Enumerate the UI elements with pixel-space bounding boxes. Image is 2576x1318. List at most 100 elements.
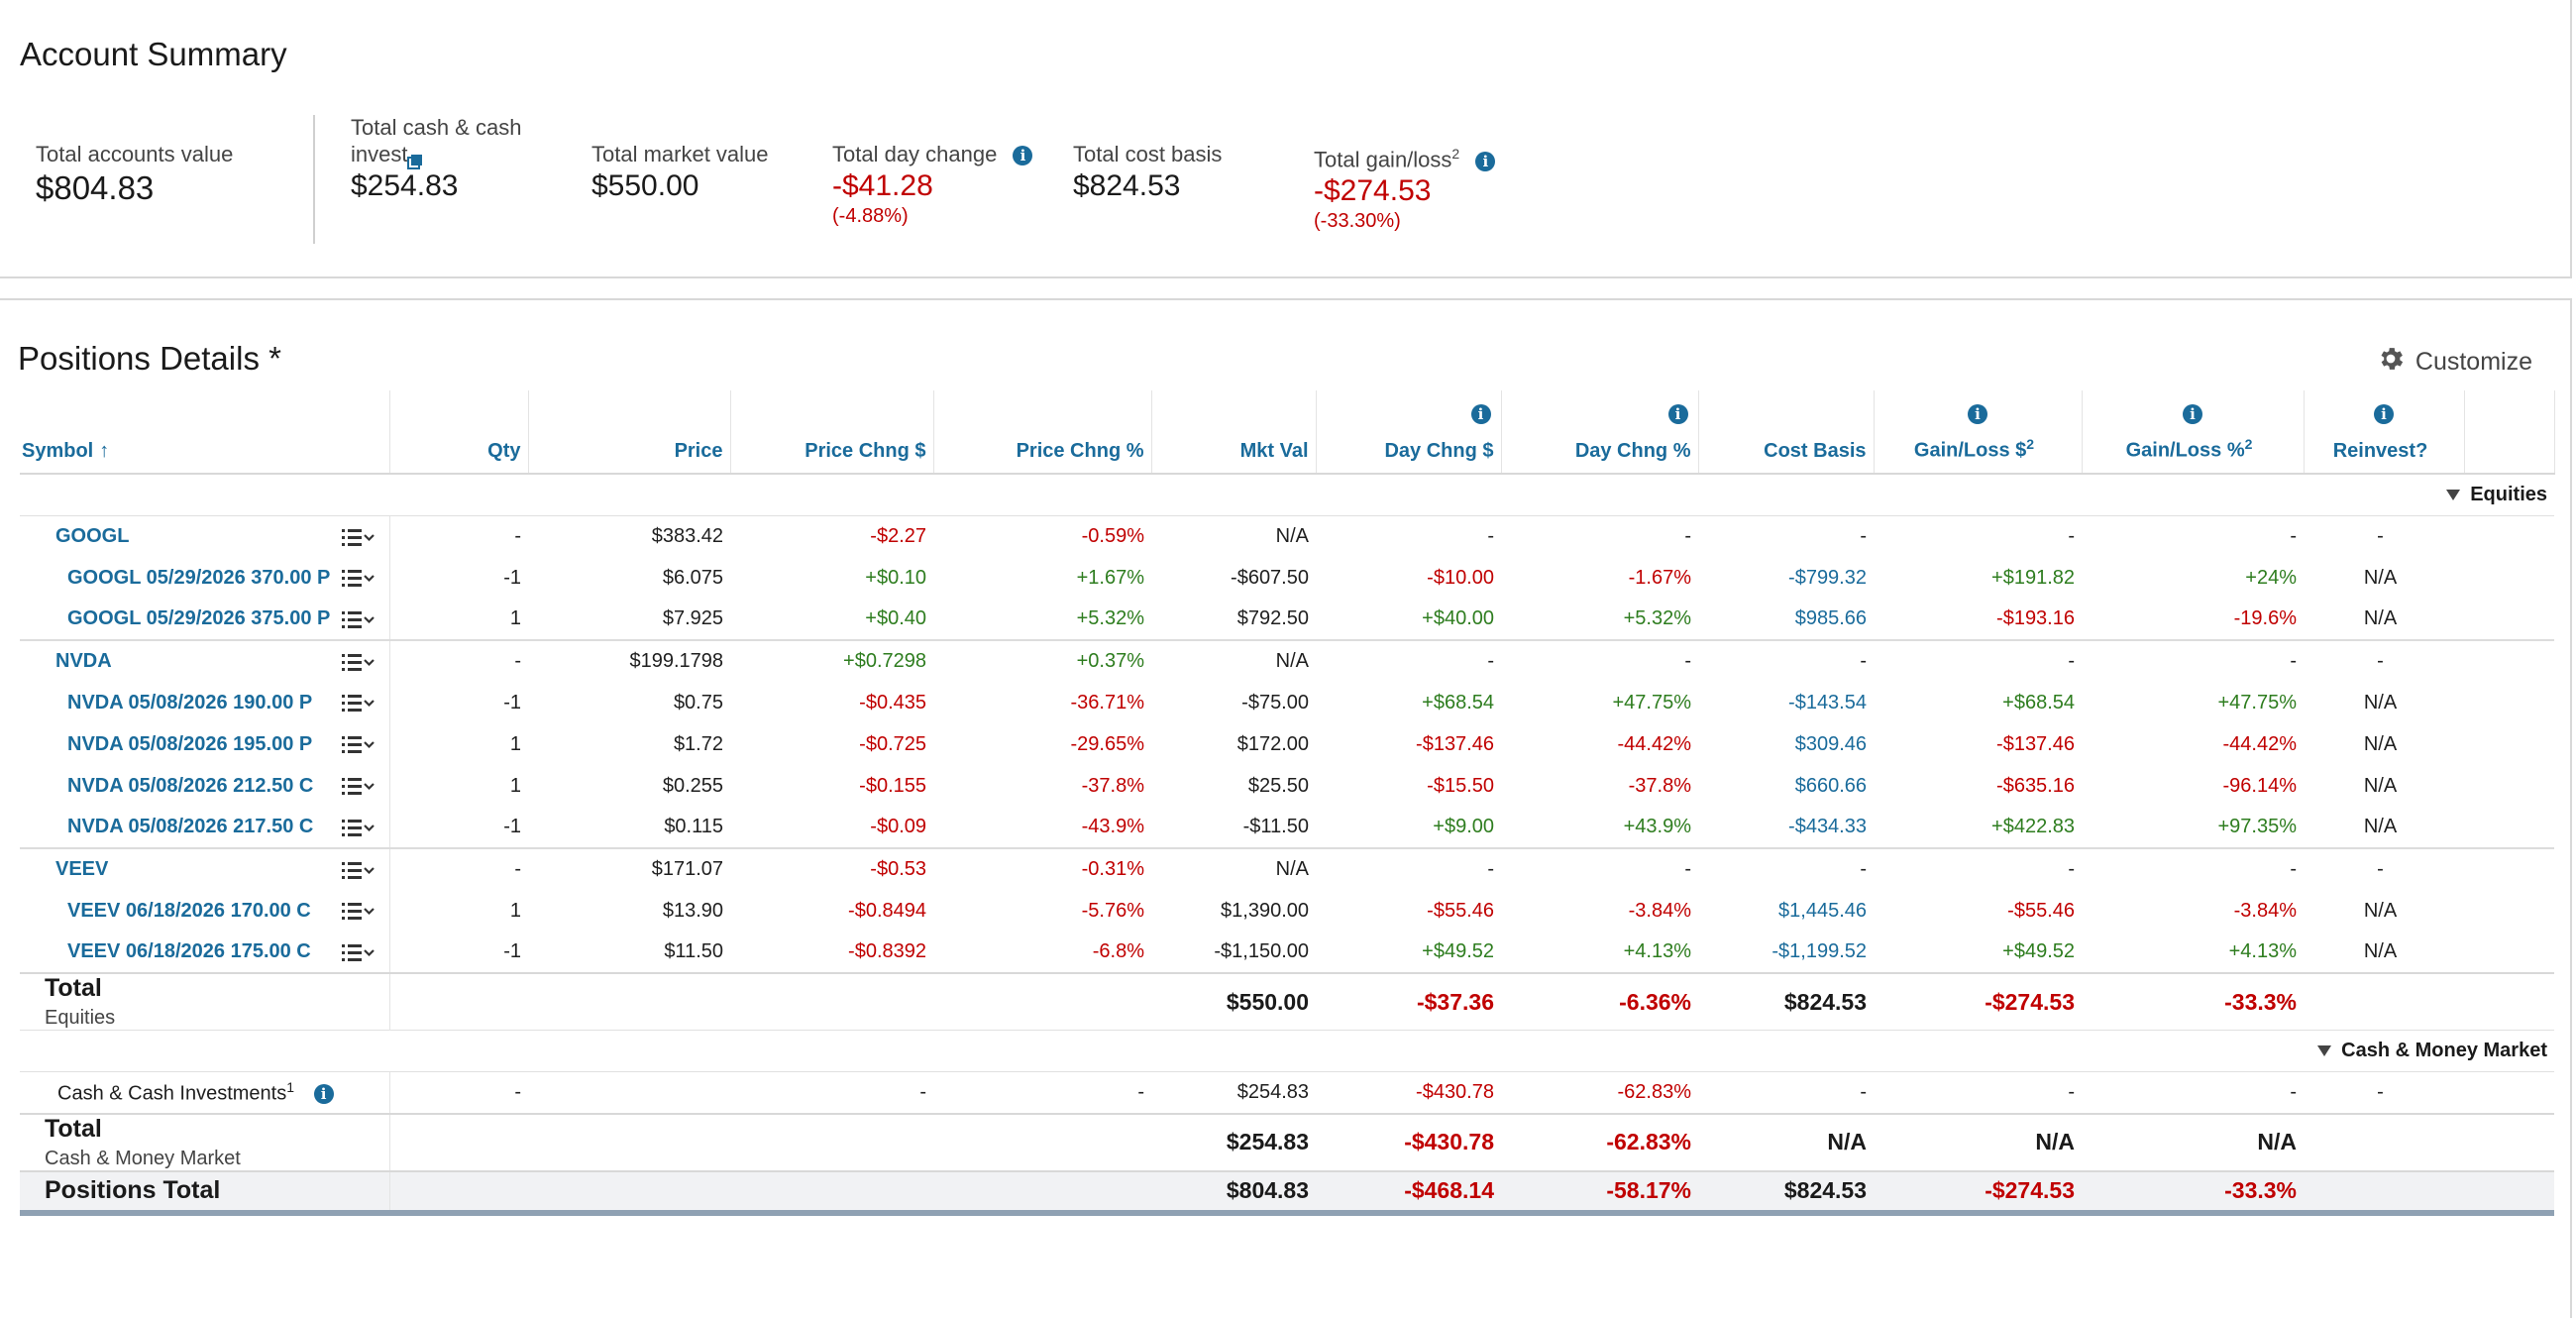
info-icon[interactable]: i: [313, 1084, 334, 1105]
info-icon[interactable]: i: [1013, 146, 1033, 166]
col-header-reinvest[interactable]: i Reinvest?: [2304, 390, 2465, 475]
symbol-link[interactable]: VEEV: [55, 858, 109, 880]
symbol-link[interactable]: GOOGL: [55, 524, 130, 547]
symbol-link[interactable]: NVDA 05/08/2026 217.50 C: [67, 816, 314, 837]
info-icon[interactable]: i: [1470, 404, 1491, 424]
col-header-qty[interactable]: Qty: [389, 390, 529, 475]
symbol-cell: VEEV 06/18/2026 170.00 C: [20, 890, 390, 932]
cell-qty: 1: [509, 607, 521, 629]
cell-gain-loss-dollar: +$191.82: [1991, 566, 2075, 589]
cell-spacer: [2464, 807, 2554, 848]
col-header-price-chng-dollar[interactable]: Price Chng $: [730, 390, 934, 475]
col-header-price[interactable]: Price: [528, 390, 731, 475]
cell-gain-loss-dollar: -$137.46: [1996, 732, 2075, 755]
footnote-marker: 2: [2026, 436, 2035, 453]
metric-cost-basis: Total cost basis $824.53: [1073, 141, 1222, 203]
cell-gain-loss-dollar: -$193.16: [1996, 607, 2075, 629]
collapse-triangle-icon[interactable]: [2317, 1045, 2332, 1057]
external-link-icon[interactable]: [407, 149, 423, 170]
grand-day-chng-pct: -58.17%: [1501, 1169, 1698, 1216]
collapse-triangle-icon[interactable]: [2446, 489, 2461, 500]
metric-label-line2[interactable]: invest: [351, 141, 521, 170]
info-icon[interactable]: i: [1968, 404, 1987, 424]
total-gain-loss-pct: -33.3%: [2082, 972, 2304, 1031]
row-menu-icon[interactable]: [341, 901, 376, 921]
cell-day-chng-pct: -: [1501, 639, 1698, 682]
col-header-day-chng-pct[interactable]: i Day Chng %: [1501, 390, 1699, 475]
total-mkt-val: $550.00: [1151, 972, 1316, 1031]
cell-reinvest: N/A: [2363, 816, 2398, 837]
col-header-gain-loss-pct[interactable]: i Gain/Loss %2: [2082, 390, 2305, 475]
cell-qty: -1: [503, 816, 521, 837]
cash-label: Cash & Cash Investments: [57, 1082, 287, 1105]
row-menu-icon[interactable]: [341, 609, 376, 629]
cell-gain-loss-pct: -: [2082, 639, 2304, 682]
row-menu-icon[interactable]: [341, 860, 376, 880]
section-label-cell[interactable]: Equities: [20, 473, 2554, 516]
col-header-mkt-val[interactable]: Mkt Val: [1151, 390, 1317, 475]
symbol-link[interactable]: NVDA 05/08/2026 195.00 P: [67, 732, 313, 755]
symbol-link[interactable]: VEEV 06/18/2026 170.00 C: [67, 899, 311, 922]
symbol-link[interactable]: GOOGL 05/29/2026 375.00 P: [67, 607, 331, 629]
section-label-cell[interactable]: Cash & Money Market: [20, 1030, 2554, 1072]
col-header-day-chng-dollar[interactable]: i Day Chng $: [1316, 390, 1502, 475]
positions-title: Positions Details *: [18, 340, 281, 377]
col-header-price-chng-pct[interactable]: Price Chng %: [933, 390, 1152, 475]
row-menu-icon[interactable]: [341, 734, 376, 754]
cell-day-chng-pct: -: [1501, 847, 1698, 890]
col-header-symbol[interactable]: Symbol ↑: [20, 390, 390, 475]
row-menu-icon[interactable]: [341, 818, 376, 837]
table-row: NVDA 05/08/2026 195.00 P 1 $1.72 -$0.725 -29…: [20, 723, 2554, 765]
cell-reinvest: -: [2377, 524, 2384, 547]
cell-cost-basis: -: [1698, 639, 1874, 682]
account-summary-title: Account Summary: [20, 36, 287, 72]
info-icon[interactable]: i: [2374, 404, 2394, 424]
cell-gain-loss-dollar: -: [1874, 639, 2082, 682]
symbol-link[interactable]: NVDA 05/08/2026 212.50 C: [67, 774, 314, 797]
cell-day-chng-dollar: +$9.00: [1433, 816, 1494, 837]
row-menu-icon[interactable]: [341, 568, 376, 588]
cell-reinvest: N/A: [2363, 732, 2398, 755]
cell-price: $199.1798: [528, 639, 730, 682]
cash-gain-loss-dollar: -: [1874, 1071, 2082, 1114]
total-day-chng-dollar: -$37.36: [1316, 972, 1501, 1031]
row-menu-icon[interactable]: [341, 942, 376, 962]
positions-table: Symbol ↑ Qty Price Price Chng $ Price Chn…: [20, 390, 2555, 1216]
row-menu-icon[interactable]: [341, 527, 376, 547]
cell-gain-loss-pct: +4.13%: [2228, 940, 2297, 962]
table-row: VEEV - $171.07 -$0.53 -0.31% N/A - - - - - -: [20, 847, 2554, 890]
info-icon[interactable]: i: [1475, 151, 1496, 171]
cell-spacer: [2464, 765, 2554, 807]
gear-icon: [2376, 344, 2406, 381]
cell-reinvest: N/A: [2363, 607, 2398, 629]
cell-qty: 1: [509, 899, 521, 922]
cash-invest-link[interactable]: invest: [351, 142, 408, 166]
section-equities[interactable]: Equities: [20, 473, 2554, 516]
row-menu-icon[interactable]: [341, 693, 376, 713]
table-row: VEEV 06/18/2026 175.00 C -1 $11.50 -$0.8392…: [20, 932, 2554, 973]
customize-button[interactable]: Customize: [2376, 344, 2532, 381]
cell-price-chng-pct: -6.8%: [1092, 940, 1144, 962]
symbol-link[interactable]: NVDA: [55, 650, 112, 672]
grand-day-chng-dollar: -$468.14: [1316, 1169, 1501, 1216]
symbol-link[interactable]: GOOGL 05/29/2026 370.00 P: [67, 566, 331, 589]
info-icon[interactable]: i: [2183, 404, 2202, 424]
col-header-gain-loss-dollar[interactable]: i Gain/Loss $2: [1874, 390, 2083, 475]
cell-price-chng-dollar: -$0.155: [859, 774, 926, 797]
col-header-cost-basis[interactable]: Cost Basis: [1698, 390, 1875, 475]
cell-day-chng-pct: +47.75%: [1612, 691, 1691, 714]
footnote-marker: 2: [1451, 146, 1460, 162]
row-menu-icon[interactable]: [341, 776, 376, 796]
table-row: VEEV 06/18/2026 170.00 C 1 $13.90 -$0.8494 -…: [20, 890, 2554, 932]
cash-price-chng-pct: -: [933, 1071, 1151, 1114]
symbol-link[interactable]: NVDA 05/08/2026 190.00 P: [67, 691, 313, 714]
cell-spacer: [2464, 847, 2554, 890]
metric-cash: Total cash & cash invest $254.83: [351, 114, 521, 203]
cell-cost-basis: $660.66: [1794, 774, 1867, 797]
section-cash[interactable]: Cash & Money Market: [20, 1030, 2554, 1072]
cell-day-chng-dollar: -: [1487, 524, 1494, 547]
cell-price-chng-dollar: -$0.8494: [848, 899, 926, 922]
symbol-link[interactable]: VEEV 06/18/2026 175.00 C: [67, 940, 311, 962]
info-icon[interactable]: i: [1667, 404, 1688, 424]
row-menu-icon[interactable]: [341, 652, 376, 672]
